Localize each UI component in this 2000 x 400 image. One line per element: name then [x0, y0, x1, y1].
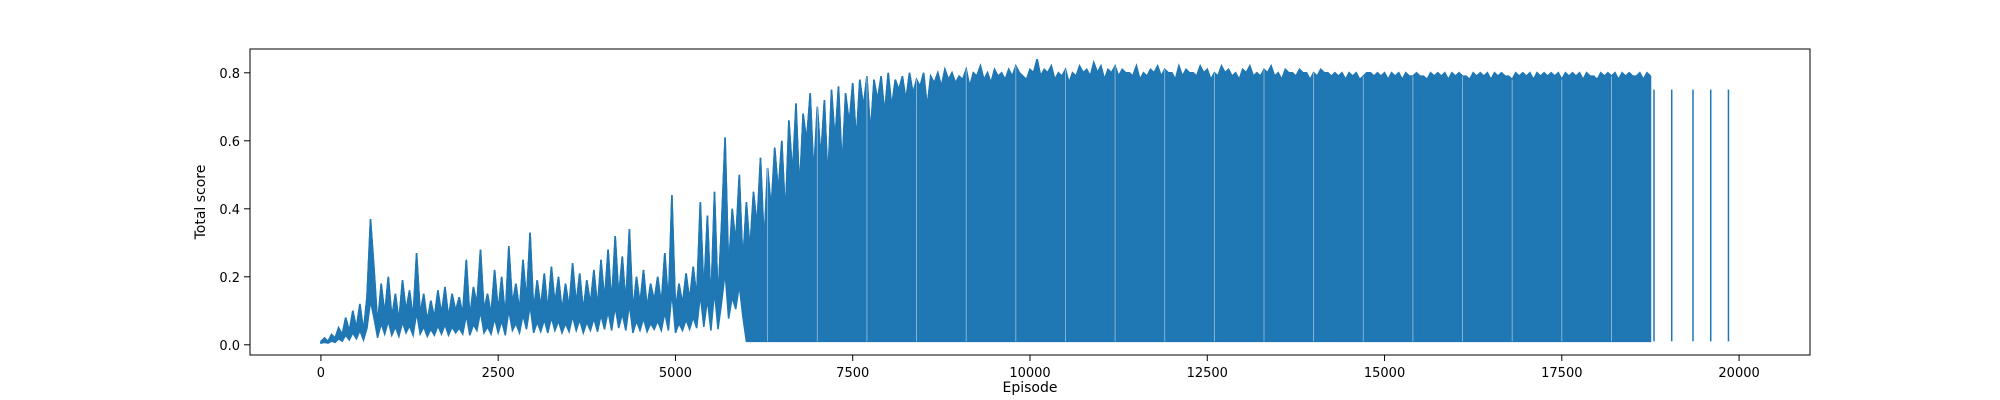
x-axis-label: Episode [1003, 380, 1058, 396]
y-tick-label: 0.8 [219, 67, 240, 82]
plot-data-layer [320, 58, 1730, 345]
y-tick-label: 0.4 [219, 203, 240, 218]
y-tick-label: 0.6 [219, 135, 240, 150]
x-axis: 0 2500 5000 7500 10000 12500 15000 17500 20000 [317, 355, 1760, 381]
x-tick-label: 15000 [1364, 366, 1405, 381]
y-axis: 0.0 0.2 0.4 0.6 0.8 [219, 67, 250, 354]
x-tick-label: 12500 [1187, 366, 1228, 381]
series-line [320, 58, 1652, 343]
x-tick-label: 17500 [1541, 366, 1582, 381]
x-tick-label: 10000 [1009, 366, 1050, 381]
y-tick-label: 0.2 [219, 271, 240, 286]
x-tick-label: 2500 [482, 366, 515, 381]
x-tick-label: 20000 [1718, 366, 1759, 381]
x-tick-label: 0 [317, 366, 325, 381]
x-tick-label: 5000 [659, 366, 692, 381]
y-axis-label: Total score [193, 165, 209, 241]
x-tick-label: 7500 [836, 366, 869, 381]
y-tick-label: 0.0 [219, 339, 240, 354]
